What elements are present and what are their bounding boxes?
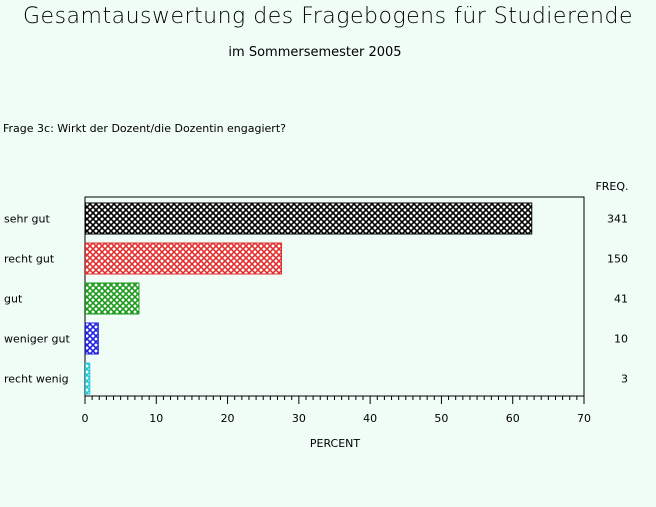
x-tick-label: 50	[434, 412, 448, 425]
x-tick-label: 20	[221, 412, 235, 425]
x-axis-label: PERCENT	[310, 437, 361, 450]
x-tick-label: 30	[292, 412, 306, 425]
x-tick-label: 40	[363, 412, 377, 425]
bar-recht-wenig	[85, 362, 91, 395]
bar-weniger-gut	[85, 322, 99, 355]
chart-subtitle: im Sommersemester 2005	[228, 45, 402, 60]
category-label: weniger gut	[4, 333, 71, 346]
category-label: recht wenig	[4, 373, 69, 386]
x-tick-label: 10	[149, 412, 163, 425]
chart-title: Gesamtauswertung des Fragebogens für Stu…	[23, 4, 633, 29]
x-tick-label: 70	[577, 412, 591, 425]
freq-value: 150	[607, 253, 628, 266]
freq-value: 3	[621, 373, 628, 386]
category-label: sehr gut	[4, 213, 50, 226]
bar-gut	[85, 282, 140, 315]
freq-value: 10	[614, 333, 628, 346]
question-text: Frage 3c: Wirkt der Dozent/die Dozentin …	[3, 122, 286, 135]
freq-value: 341	[607, 213, 628, 226]
category-label: recht gut	[4, 253, 55, 266]
bar-sehr-gut	[85, 202, 533, 235]
x-tick-label: 0	[82, 412, 89, 425]
freq-value: 41	[614, 293, 628, 306]
freq-header: FREQ.	[595, 180, 628, 193]
x-tick-label: 60	[506, 412, 520, 425]
bar-recht-gut	[85, 242, 283, 275]
category-label: gut	[4, 293, 23, 306]
